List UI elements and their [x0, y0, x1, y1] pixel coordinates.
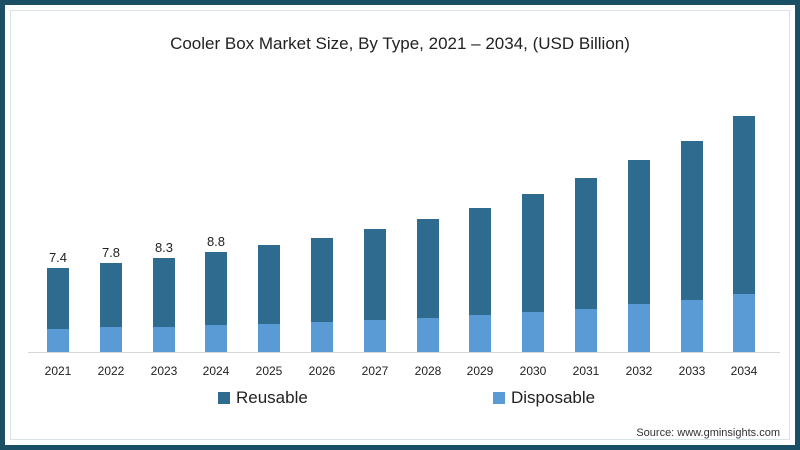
data-label-2023: 8.3 [154, 240, 174, 255]
data-label-2024: 8.8 [206, 234, 226, 249]
bar-2026 [311, 238, 333, 352]
source-note: Source: www.gminsights.com [636, 427, 780, 439]
data-label-2021: 7.4 [48, 250, 68, 265]
bar-2028 [417, 219, 439, 352]
bar-2030 [522, 194, 544, 352]
bar-segment-reusable [522, 194, 544, 312]
bar-segment-disposable [205, 325, 227, 352]
x-tick-2021: 2021 [44, 364, 72, 378]
legend-label-reusable: Reusable [236, 388, 308, 407]
bar-segment-reusable [417, 219, 439, 318]
x-tick-2026: 2026 [308, 364, 336, 378]
bar-2029 [469, 208, 491, 352]
frame-inner-border [10, 10, 790, 440]
bar-2023 [153, 258, 175, 352]
bar-segment-reusable [733, 116, 755, 294]
x-tick-2025: 2025 [255, 364, 283, 378]
x-tick-2034: 2034 [730, 364, 758, 378]
bar-segment-disposable [417, 318, 439, 352]
bar-2033 [681, 141, 703, 352]
chart-title: Cooler Box Market Size, By Type, 2021 – … [170, 34, 630, 53]
bar-2027 [364, 229, 386, 352]
bar-segment-disposable [47, 329, 69, 352]
bar-2031 [575, 178, 597, 352]
bar-segment-disposable [469, 315, 491, 352]
bar-segment-disposable [733, 294, 755, 352]
bar-segment-disposable [575, 309, 597, 352]
x-tick-2029: 2029 [466, 364, 494, 378]
x-tick-2028: 2028 [414, 364, 442, 378]
bar-segment-disposable [258, 324, 280, 352]
legend-item-reusable: Reusable [218, 388, 308, 408]
bar-segment-reusable [311, 238, 333, 322]
x-tick-2033: 2033 [678, 364, 706, 378]
bar-segment-reusable [47, 268, 69, 329]
bar-2025 [258, 245, 280, 352]
bar-2022 [100, 263, 122, 352]
x-tick-2022: 2022 [97, 364, 125, 378]
bar-segment-reusable [469, 208, 491, 315]
bar-segment-reusable [628, 160, 650, 304]
bar-segment-reusable [575, 178, 597, 309]
legend-label-disposable: Disposable [511, 388, 596, 407]
bar-segment-reusable [681, 141, 703, 300]
data-label-2022: 7.8 [101, 245, 121, 260]
bar-segment-disposable [364, 320, 386, 352]
bar-2032 [628, 160, 650, 352]
legend-item-disposable: Disposable [493, 388, 595, 408]
x-tick-2023: 2023 [150, 364, 178, 378]
bar-2034 [733, 116, 755, 352]
x-tick-2027: 2027 [361, 364, 389, 378]
bar-segment-disposable [100, 327, 122, 352]
bar-segment-reusable [100, 263, 122, 327]
bar-segment-disposable [153, 327, 175, 352]
bar-segment-disposable [681, 300, 703, 352]
x-tick-2024: 2024 [202, 364, 230, 378]
bar-segment-disposable [311, 322, 333, 352]
legend-swatch-reusable [218, 392, 230, 404]
x-tick-2031: 2031 [572, 364, 600, 378]
bar-segment-reusable [153, 258, 175, 327]
bar-segment-disposable [628, 304, 650, 352]
bar-segment-reusable [205, 252, 227, 325]
x-tick-2032: 2032 [625, 364, 653, 378]
bar-segment-reusable [258, 245, 280, 324]
x-axis-line [28, 352, 780, 353]
bar-2024 [205, 252, 227, 352]
x-tick-2030: 2030 [519, 364, 547, 378]
bar-2021 [47, 268, 69, 352]
legend-swatch-disposable [493, 392, 505, 404]
bar-segment-disposable [522, 312, 544, 352]
bar-segment-reusable [364, 229, 386, 320]
